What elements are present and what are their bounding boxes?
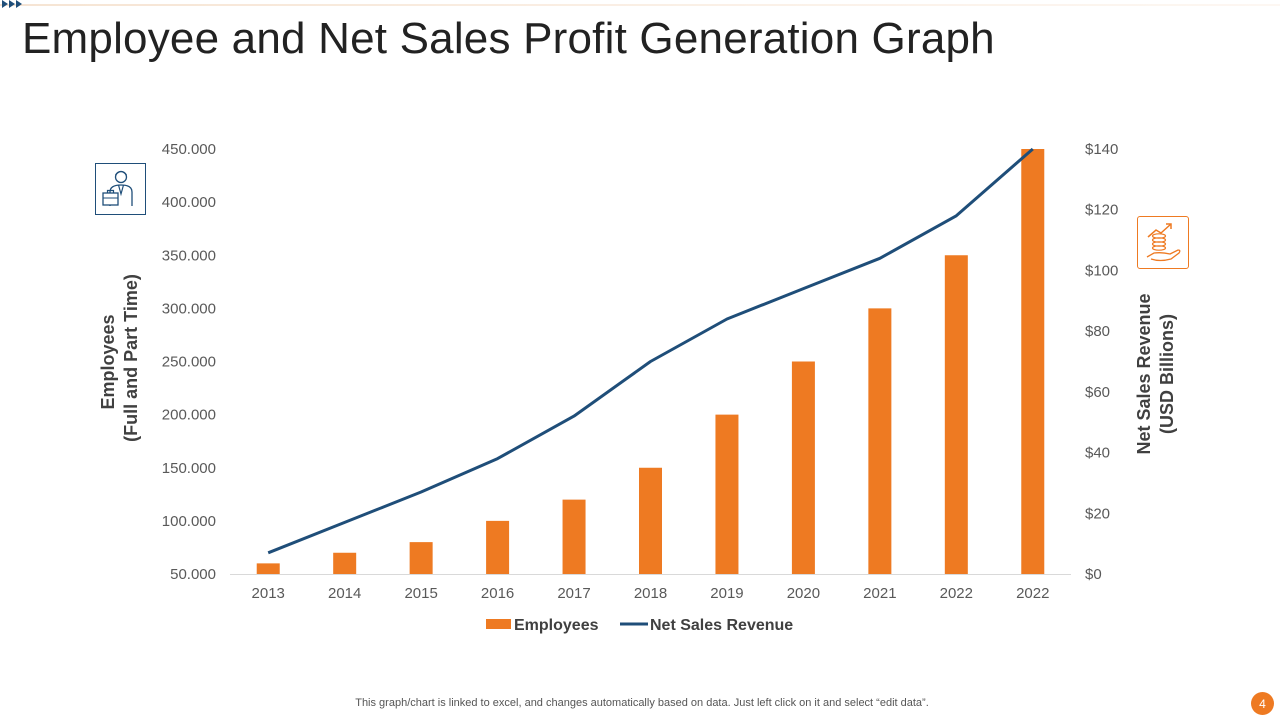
employee-bar [715, 414, 739, 574]
revenue-line-layer [267, 147, 1034, 555]
revenue-line [267, 147, 1034, 555]
y2-tick-label: $0 [1085, 566, 1102, 583]
y-tick-label: 150.000 [162, 460, 216, 477]
y2-tick-label: $140 [1085, 141, 1118, 158]
legend-label-revenue: Net Sales Revenue [650, 617, 793, 634]
employee-briefcase-icon [95, 163, 146, 215]
footer-note: This graph/chart is linked to excel, and… [355, 697, 929, 709]
y2-tick-label: $40 [1085, 445, 1110, 462]
employee-bar [639, 467, 662, 574]
y2-tick-label: $20 [1085, 505, 1110, 522]
x-tick-label: 2013 [252, 585, 285, 602]
x-tick-label: 2019 [710, 585, 743, 602]
y-tick-label: 450.000 [162, 141, 216, 158]
y-tick-label: 250.000 [162, 354, 216, 371]
y-tick-label: 400.000 [162, 194, 216, 211]
employee-bar [486, 520, 510, 574]
x-axis-ticks: 2013 2014 2015 2016 2017 2018 2019 2020 2021 2022… [252, 585, 1050, 602]
slide-title: Employee and Net Sales Profit Generation… [22, 14, 995, 63]
y2-axis-title: Net Sales Revenue [1134, 293, 1154, 454]
employee-bar [944, 255, 968, 574]
y2-tick-label: $120 [1085, 202, 1118, 219]
x-tick-label: 2014 [328, 585, 361, 602]
y-axis-title: Employees [98, 314, 118, 409]
y-tick-label: 100.000 [162, 513, 216, 530]
y-tick-label: 350.000 [162, 247, 216, 264]
employee-bar [562, 499, 586, 574]
employee-bar [256, 563, 280, 574]
x-tick-label: 2020 [787, 585, 820, 602]
y-tick-label: 200.000 [162, 407, 216, 424]
money-growth-hand-icon [1137, 216, 1189, 269]
employee-bars [256, 149, 1045, 574]
corner-arrows-icon [2, 0, 22, 8]
x-tick-label: 2016 [481, 585, 514, 602]
employee-bar [868, 308, 892, 574]
y2-axis-subtitle: (USD Billions) [1157, 314, 1177, 434]
x-tick-label: 2018 [634, 585, 667, 602]
right-axis-ticks: $140 $120 $100 $80 $60 $40 $20 $0 [1085, 141, 1118, 583]
chart-legend: Employees Net Sales Revenue [486, 617, 793, 634]
page-number-badge: 4 [1251, 692, 1274, 715]
left-axis-ticks: 450.000 400.000 350.000 300.000 250.000 200.0… [162, 141, 216, 583]
legend-label-employees: Employees [514, 617, 599, 634]
y-axis-subtitle: (Full and Part Time) [121, 274, 141, 442]
x-tick-label: 2017 [557, 585, 590, 602]
y-tick-label: 300.000 [162, 300, 216, 317]
y2-tick-label: $60 [1085, 384, 1110, 401]
x-tick-label: 2015 [404, 585, 437, 602]
employee-bar [791, 361, 815, 574]
employee-bar [333, 552, 357, 574]
y2-tick-label: $100 [1085, 262, 1118, 279]
x-tick-label: 2022 [1016, 585, 1049, 602]
employee-bar [409, 542, 433, 574]
x-tick-label: 2022 [940, 585, 973, 602]
employee-bar [1021, 149, 1045, 574]
top-accent-line [0, 4, 1280, 6]
legend-swatch-employees [486, 619, 511, 629]
x-tick-label: 2021 [863, 585, 896, 602]
y-tick-label: 50.000 [170, 566, 216, 583]
y2-tick-label: $80 [1085, 323, 1110, 340]
